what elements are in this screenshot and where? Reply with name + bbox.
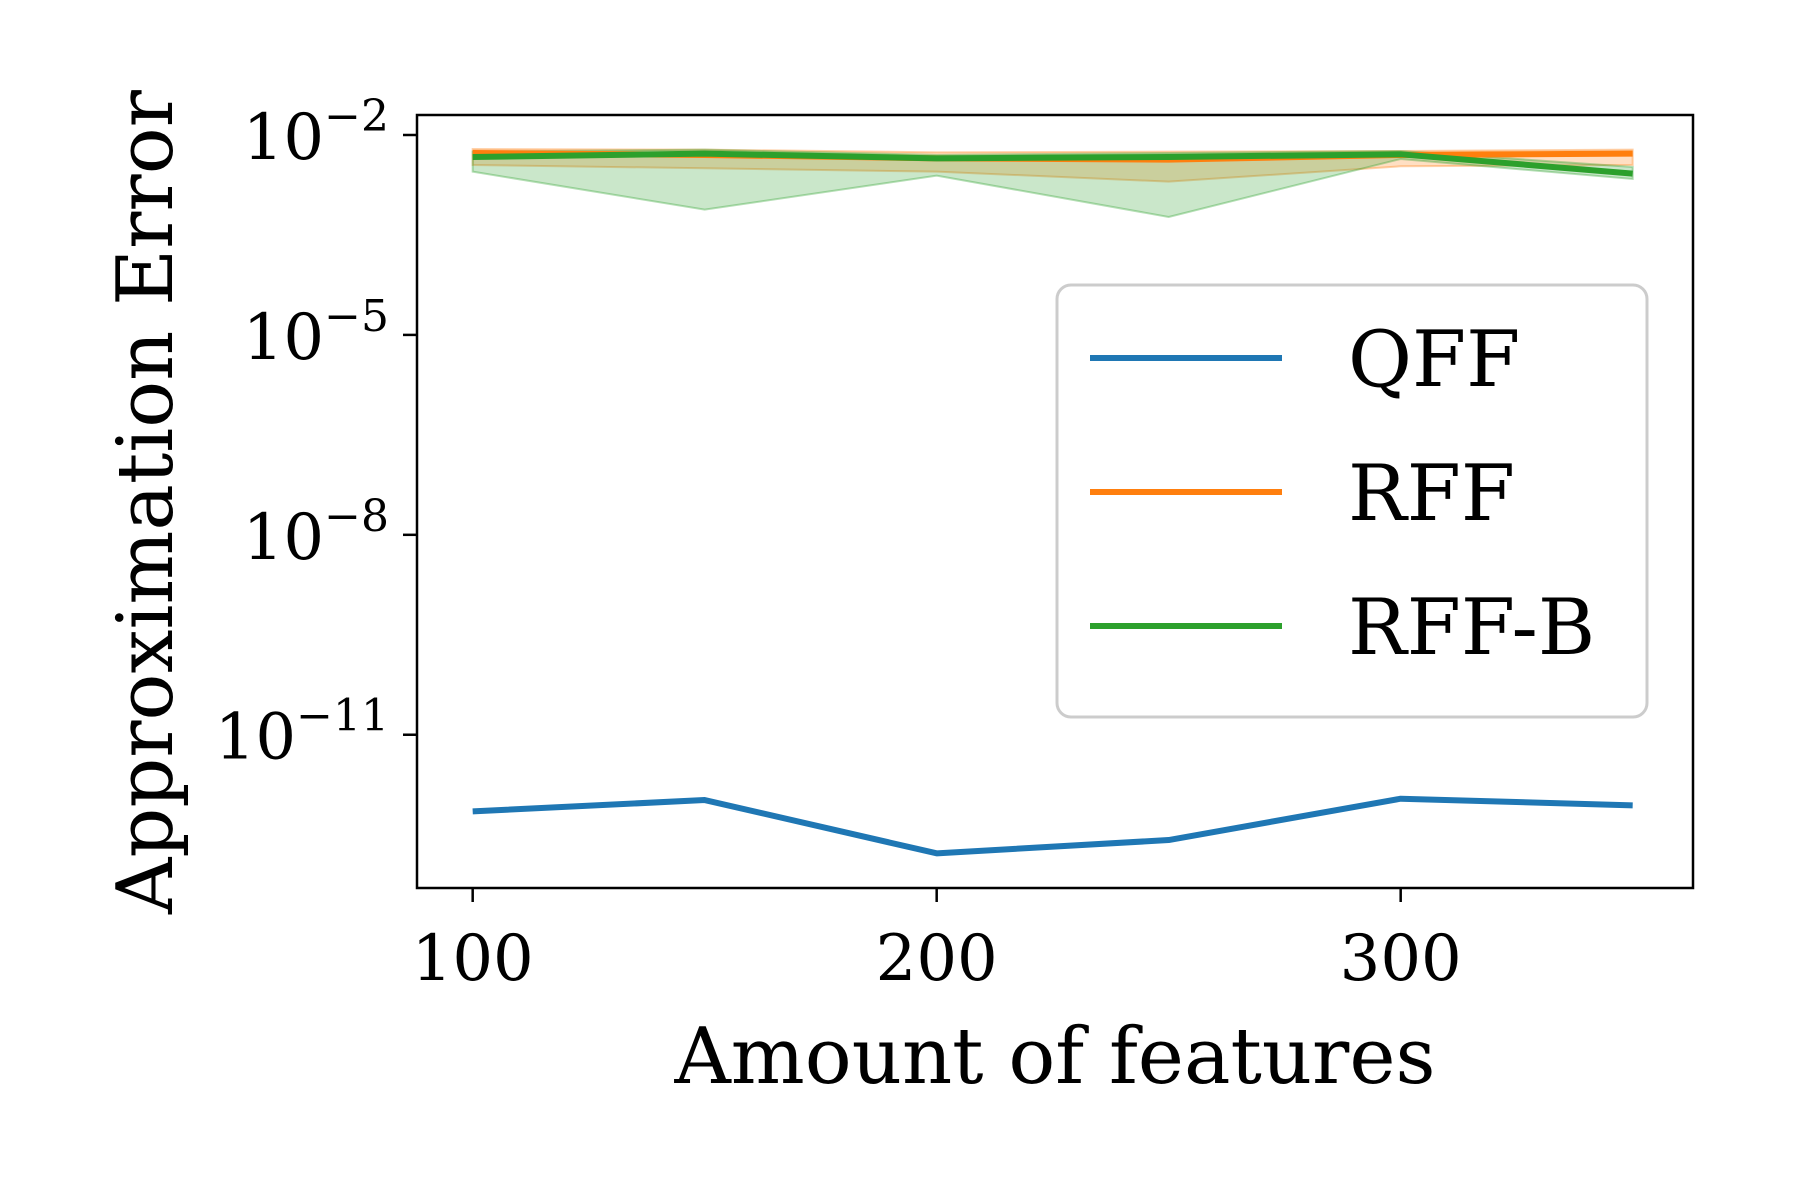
series-lines [472,149,1633,857]
legend-label-rff-b: RFF-B [1348,583,1595,673]
line-rff-b [472,150,1633,177]
y-axis-label: Approximation Error [101,89,191,915]
y-axis: 10−2 10−5 10−8 10−11 [215,91,417,775]
x-tick-label: 300 [1340,922,1462,996]
band-rff-b [471,148,1634,218]
legend: QFF RFF RFF-B [1055,283,1649,719]
legend-label-rff: RFF [1348,449,1515,539]
plot-frame [415,113,1695,890]
x-tick-label: 200 [876,922,998,996]
legend-label-qff: QFF [1348,315,1520,405]
x-tick-label: 100 [412,922,534,996]
y-tick-label: 10−11 [215,691,389,775]
y-tick-label: 10−2 [243,91,389,175]
y-tick-label: 10−5 [243,291,389,375]
legend-frame [1055,283,1649,719]
y-tick-label: 10−8 [243,491,389,575]
x-axis: 100 200 300 [412,888,1462,996]
x-axis-label: Amount of features [673,1012,1435,1102]
line-qff [472,795,1633,857]
